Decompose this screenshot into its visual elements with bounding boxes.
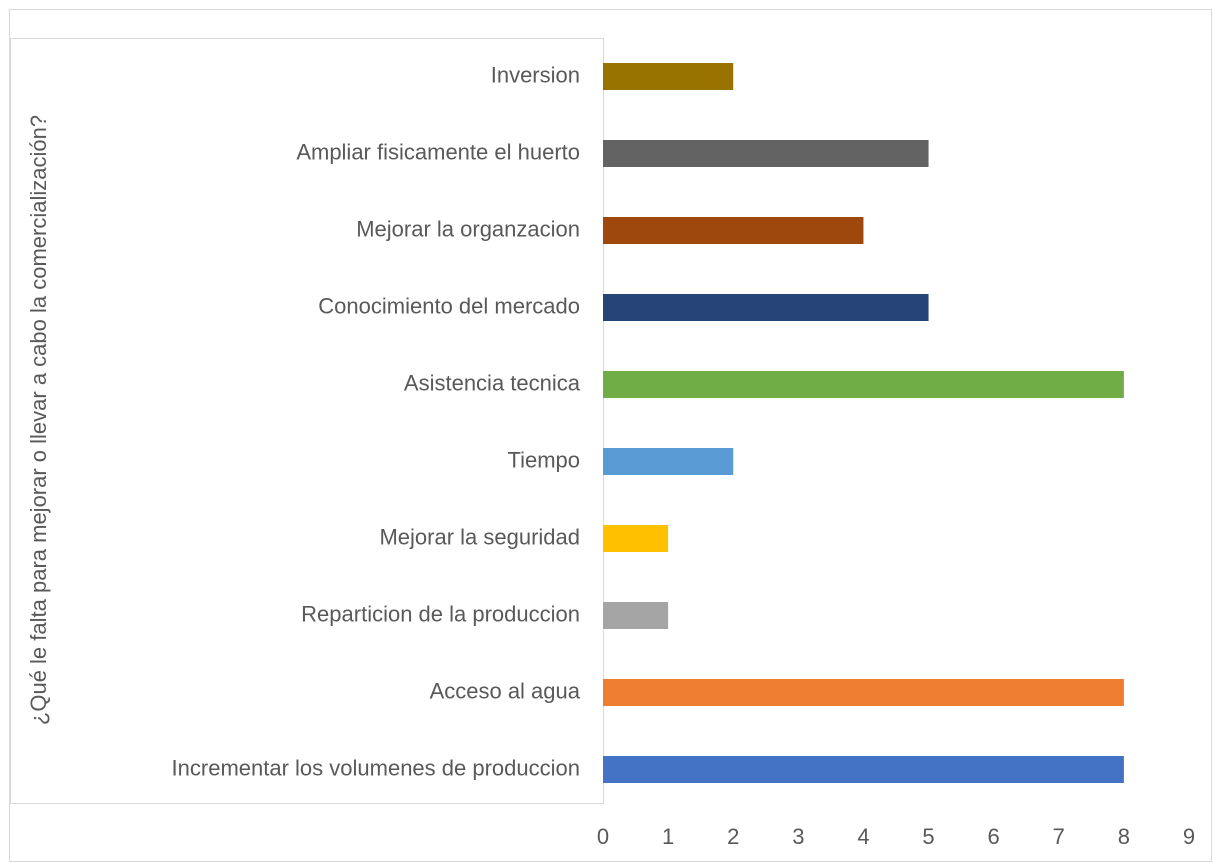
x-tick-label: 4 [857, 824, 869, 849]
category-panel [10, 38, 604, 804]
bar [603, 525, 669, 552]
bar [603, 756, 1124, 783]
bar [603, 63, 734, 90]
y-tick-label: Ampliar fisicamente el huerto [296, 139, 580, 164]
x-tick-label: 1 [662, 824, 674, 849]
x-tick-label: 7 [1053, 824, 1065, 849]
bar [603, 217, 864, 244]
y-axis-title: ¿Qué le falta para mejorar o llevar a ca… [26, 115, 51, 725]
y-tick-label: Incrementar los volumenes de produccion [172, 755, 580, 780]
y-tick-label: Mejorar la organzacion [356, 216, 580, 241]
y-tick-label: Asistencia tecnica [404, 370, 581, 395]
chart-border [9, 9, 1212, 862]
x-tick-label: 6 [988, 824, 1000, 849]
y-tick-label: Mejorar la seguridad [379, 524, 580, 549]
x-tick-label: 5 [922, 824, 934, 849]
y-tick-label: Tiempo [507, 447, 580, 472]
bar [603, 371, 1124, 398]
bar [603, 140, 929, 167]
bar [603, 602, 669, 629]
y-tick-label: Conocimiento del mercado [318, 293, 580, 318]
x-tick-label: 0 [597, 824, 609, 849]
y-tick-label: Inversion [491, 62, 580, 87]
y-tick-label: Acceso al agua [430, 678, 581, 703]
y-tick-label: Reparticion de la produccion [301, 601, 580, 626]
bar [603, 679, 1124, 706]
bar [603, 448, 734, 475]
x-tick-label: 3 [792, 824, 804, 849]
x-tick-label: 8 [1118, 824, 1130, 849]
bar [603, 294, 929, 321]
x-tick-label: 9 [1183, 824, 1195, 849]
x-tick-label: 2 [727, 824, 739, 849]
